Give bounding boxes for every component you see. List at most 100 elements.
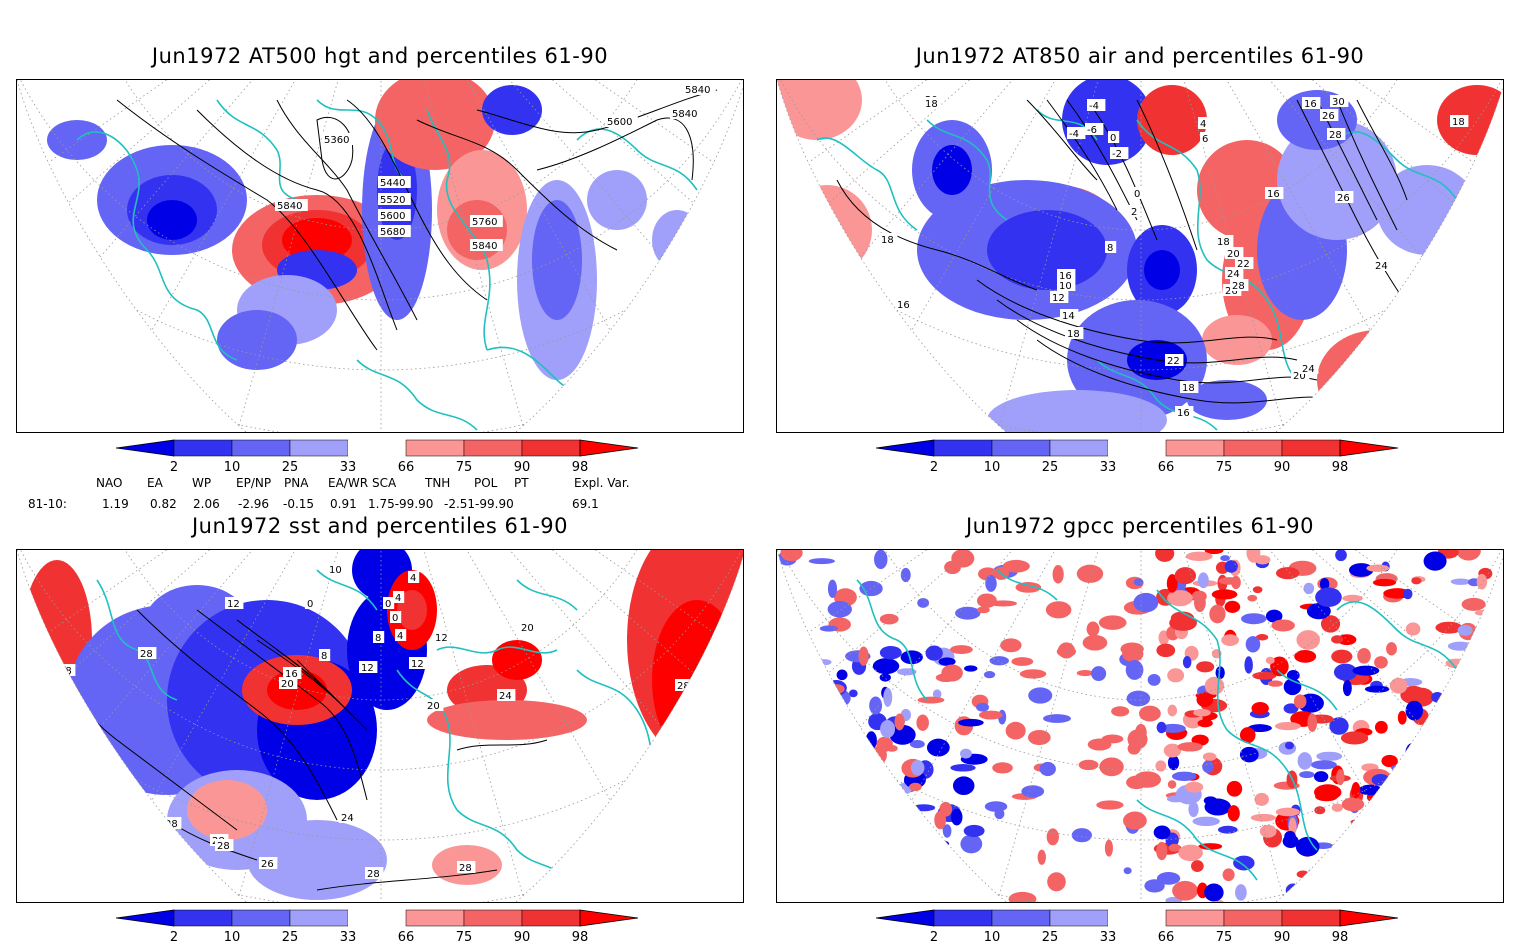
precip-percentile-patch bbox=[1299, 771, 1315, 779]
precip-percentile-patch bbox=[1019, 669, 1047, 679]
precip-percentile-patch bbox=[1047, 872, 1066, 892]
precip-percentile-patch bbox=[912, 804, 936, 812]
precip-percentile-patch bbox=[1078, 759, 1099, 771]
precip-percentile-patch bbox=[869, 696, 883, 715]
coastline bbox=[96, 579, 178, 701]
precip-percentile-patch bbox=[984, 801, 1008, 812]
contour-line bbox=[976, 279, 1278, 344]
precip-percentile-patch bbox=[1198, 843, 1223, 850]
contour-line bbox=[196, 609, 368, 801]
precip-percentile-patch bbox=[824, 763, 847, 772]
percentile-shading bbox=[492, 640, 542, 680]
precip-percentile-patch bbox=[847, 870, 867, 887]
coastline bbox=[316, 569, 378, 611]
precip-percentile-patch bbox=[932, 689, 942, 700]
index-value: -0.15 bbox=[283, 497, 315, 511]
contour-label-bg bbox=[1200, 132, 1212, 144]
precip-percentile-patch bbox=[777, 673, 791, 681]
colorbar-segment bbox=[348, 440, 406, 456]
contour-label-bg bbox=[1450, 115, 1469, 127]
contour-label-bg bbox=[433, 631, 452, 643]
precip-percentile-patch bbox=[1409, 803, 1418, 811]
precip-percentile-patch bbox=[1429, 811, 1449, 822]
contour-label: 16 bbox=[872, 300, 885, 311]
precip-percentile-patch bbox=[1167, 755, 1180, 771]
colorbar-segment bbox=[1223, 909, 1283, 927]
contour-label-bg bbox=[1265, 187, 1284, 199]
precip-percentile-patch bbox=[1315, 587, 1342, 608]
precip-percentile-patch bbox=[1167, 704, 1178, 717]
map-svg bbox=[777, 550, 1503, 902]
colorbar-segment bbox=[405, 909, 465, 927]
precip-percentile-patch bbox=[1479, 646, 1491, 656]
precip-percentile-patch bbox=[843, 867, 870, 877]
index-header: TNH bbox=[425, 476, 451, 490]
precip-percentile-patch bbox=[1247, 594, 1258, 602]
precip-percentile-patch bbox=[1160, 723, 1186, 733]
precip-percentile-patch bbox=[1390, 763, 1417, 772]
contour-label: 26 bbox=[261, 859, 274, 870]
precip-percentile-patch bbox=[1215, 900, 1224, 902]
colorbar-segment bbox=[1165, 439, 1225, 457]
contour-label: 4 bbox=[397, 631, 403, 642]
precip-percentile-patch bbox=[783, 840, 804, 849]
precip-percentile-patch bbox=[879, 673, 891, 682]
precip-percentile-patch bbox=[1438, 886, 1457, 893]
precip-percentile-patch bbox=[1483, 773, 1503, 788]
contour-line bbox=[296, 659, 368, 731]
contour-line bbox=[136, 609, 338, 821]
coastline bbox=[1156, 589, 1228, 731]
precip-percentile-patch bbox=[985, 575, 997, 592]
contour-label-bg bbox=[1110, 147, 1129, 159]
colorbar-tick-label: 25 bbox=[282, 460, 299, 474]
precip-percentile-patch bbox=[1368, 844, 1378, 855]
precip-percentile-patch bbox=[976, 606, 990, 614]
precip-percentile-patch bbox=[1184, 781, 1204, 793]
coastline bbox=[436, 646, 558, 654]
precip-percentile-patch bbox=[1423, 790, 1452, 806]
precip-percentile-patch bbox=[873, 864, 884, 878]
contour-label-bg bbox=[1129, 205, 1141, 217]
meridian-line bbox=[80, 80, 342, 432]
contour-label-bg bbox=[1175, 406, 1194, 418]
precip-percentile-patch bbox=[1381, 754, 1398, 768]
contour-label-bg bbox=[1302, 97, 1321, 109]
indices-header-row: NAO EA WP EP/NP PNA EA/WR SCA TNH POL PT Expl. Var… bbox=[0, 476, 760, 492]
precip-percentile-patch bbox=[1028, 687, 1053, 704]
precip-percentile-patch bbox=[1331, 649, 1353, 664]
contour-label: 5600 bbox=[380, 211, 405, 222]
coastline bbox=[426, 109, 491, 351]
contour-label: 0 bbox=[392, 613, 398, 624]
colorbar-svg: 2 10 25 33 66 75 90 98 bbox=[116, 439, 639, 474]
precip-percentile-patch bbox=[874, 550, 888, 570]
precip-percentile-patch bbox=[895, 837, 917, 849]
contour-label-bg bbox=[1335, 191, 1354, 203]
precip-percentile-patch bbox=[1076, 564, 1104, 583]
contour-label-bg bbox=[457, 861, 476, 873]
projection-boundary bbox=[17, 80, 743, 432]
contour-line bbox=[1016, 319, 1318, 384]
colorbar-segment bbox=[289, 909, 349, 927]
precip-percentile-patch bbox=[777, 676, 799, 694]
precip-percentile-patch bbox=[1182, 656, 1192, 669]
precip-percentile-patch bbox=[1461, 597, 1486, 611]
index-row-label: 81-10: bbox=[28, 497, 67, 511]
precip-percentile-patch bbox=[1457, 625, 1473, 636]
precip-percentile-patch bbox=[777, 689, 788, 708]
contour-label-bg bbox=[425, 699, 444, 711]
precip-percentile-patch bbox=[1435, 845, 1452, 856]
precip-percentile-patch bbox=[1295, 836, 1320, 857]
index-value: -2.96 bbox=[238, 497, 270, 511]
precip-percentile-patch bbox=[1429, 872, 1454, 881]
precip-percentile-patch bbox=[1045, 601, 1072, 619]
precip-percentile-patch bbox=[1217, 825, 1238, 834]
precip-percentile-patch bbox=[1364, 852, 1383, 862]
contour-label-bg bbox=[605, 115, 638, 127]
projection-boundary bbox=[17, 550, 743, 902]
contour-label: 16 bbox=[1304, 99, 1317, 110]
precip-percentile-patch bbox=[1457, 854, 1486, 875]
meridian-line bbox=[840, 80, 1102, 432]
coastline bbox=[1336, 130, 1458, 201]
contour-label-bg bbox=[378, 225, 411, 237]
precip-percentile-patch bbox=[840, 761, 866, 781]
